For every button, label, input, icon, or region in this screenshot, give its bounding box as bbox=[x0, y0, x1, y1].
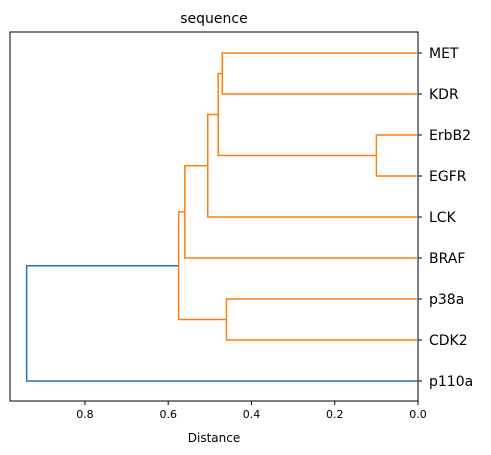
dendrogram-link-4 bbox=[217, 72, 377, 157]
x-tick-label-0.4: 0.4 bbox=[243, 408, 261, 421]
leaf-labels: MET KDR ErbB2 EGFR LCK BRAF p38a CDK2 p110a bbox=[418, 46, 473, 390]
leaf-label-MET: MET bbox=[429, 46, 459, 62]
dendrogram-link-3 bbox=[221, 52, 418, 95]
x-tick-label-0.8: 0.8 bbox=[76, 408, 94, 421]
leaf-label-p38a: p38a bbox=[429, 292, 464, 308]
leaf-label-EGFR: EGFR bbox=[429, 169, 467, 185]
dendrogram-link-6 bbox=[184, 165, 418, 259]
leaf-label-KDR: KDR bbox=[429, 87, 459, 103]
leaf-label-BRAF: BRAF bbox=[429, 251, 465, 267]
leaf-label-CDK2: CDK2 bbox=[429, 333, 468, 349]
dendrogram-link-1 bbox=[375, 134, 418, 177]
dendrogram-link-5 bbox=[207, 113, 418, 218]
leaf-label-p110a: p110a bbox=[429, 374, 473, 390]
dendrogram-link-7 bbox=[177, 211, 227, 321]
x-tick-label-0.0: 0.0 bbox=[409, 408, 427, 421]
dendrogram-links bbox=[25, 52, 418, 382]
leaf-label-LCK: LCK bbox=[429, 210, 457, 226]
x-axis-ticks: 0.8 0.6 0.4 0.2 0.0 bbox=[76, 401, 427, 421]
dendrogram-link-2 bbox=[225, 298, 418, 341]
dendrogram-link-8 bbox=[25, 264, 418, 382]
x-tick-label-0.2: 0.2 bbox=[326, 408, 344, 421]
x-tick-label-0.6: 0.6 bbox=[159, 408, 177, 421]
x-axis-label: Distance bbox=[188, 431, 240, 445]
chart-title: sequence bbox=[180, 11, 247, 27]
leaf-label-ErbB2: ErbB2 bbox=[429, 128, 471, 144]
